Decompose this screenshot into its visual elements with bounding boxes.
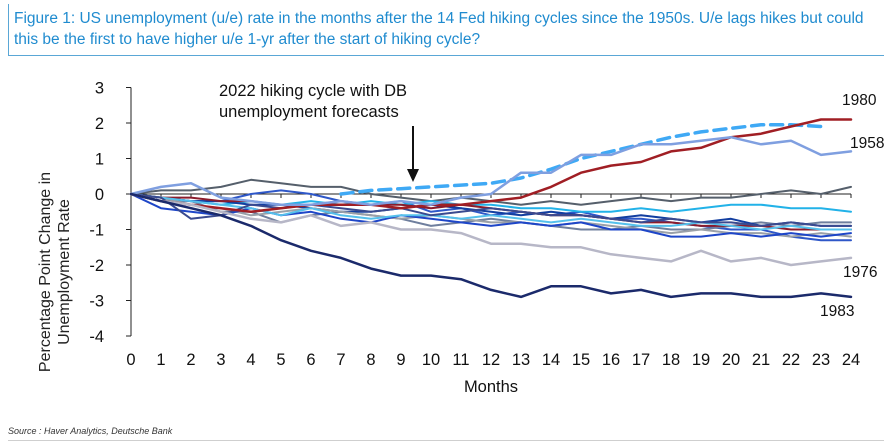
y-tick-label: 1 [95,151,104,169]
x-tick-label: 15 [572,351,590,369]
x-tick-label: 3 [216,351,225,369]
series-line-cycle-i [130,193,852,231]
series-line-1983 [129,192,853,299]
annotation-arrow-head [407,169,419,182]
y-tick-label: 2 [95,115,104,133]
x-tick-label: 12 [482,351,500,369]
figure-title: Figure 1: US unemployment (u/e) rate in … [14,10,864,48]
x-tick-label: 19 [692,351,710,369]
x-tick-label: 18 [662,351,680,369]
title-frame [8,4,884,56]
x-tick-label: 17 [632,351,650,369]
x-tick-label: 14 [542,351,560,369]
y-tick-label: 0 [95,186,104,204]
y-tick-label: -4 [89,328,104,346]
x-tick-label: 22 [782,351,800,369]
series-end-label-1980: 1980 [842,92,877,109]
x-tick-label: 9 [396,351,405,369]
y-axis-title-group: Percentage Point Change in Unemployment … [37,172,73,372]
y-axis-title-line-2: Unemployment Rate [56,199,73,345]
x-tick-label: 7 [336,351,345,369]
series-layer: 1980 1958 1976 1983 [129,92,884,320]
annotation-text-line-2: unemployment forecasts [219,103,399,121]
x-tick-label: 0 [126,351,135,369]
x-tick-label: 4 [246,351,255,369]
y-tick-label: -2 [89,257,104,275]
x-axis-title: Months [464,378,518,396]
x-tick-label: 13 [512,351,530,369]
y-tick-label: -1 [89,222,104,240]
x-tick-label: 21 [752,351,770,369]
x-tick-label: 23 [812,351,830,369]
series-line-cycle-j [130,193,852,227]
y-tick-label: 3 [95,80,104,98]
y-tick-label: -3 [89,293,104,311]
annotation-layer: 2022 hiking cycle with DB unemployment f… [219,82,419,182]
x-tick-label: 1 [156,351,165,369]
series-end-label-1976: 1976 [843,264,877,281]
bottom-rule [8,440,884,441]
x-tick-label: 16 [602,351,620,369]
x-tick-label: 11 [452,351,469,369]
series-line-1976 [129,192,853,267]
series-line-1958 [129,135,853,206]
x-tick-label: 10 [422,351,440,369]
series-end-label-1983: 1983 [820,303,854,320]
x-tick-label: 20 [722,351,740,369]
annotation-text-line-1: 2022 hiking cycle with DB [219,82,407,100]
x-tick-label: 6 [306,351,315,369]
x-tick-label: 24 [842,351,860,369]
source-note: Source : Haver Analytics, Deutsche Bank [8,426,173,436]
series-end-label-1958: 1958 [850,135,884,152]
line-chart: Percentage Point Change in Unemployment … [37,80,884,397]
x-tick-label: 2 [186,351,195,369]
series-line-2022-db-forecast [339,123,823,196]
chart-area: Percentage Point Change in Unemployment … [0,56,892,424]
x-tick-label: 5 [276,351,285,369]
x-tick-label: 8 [366,351,375,369]
y-axis-title-line-1: Percentage Point Change in [37,172,54,372]
